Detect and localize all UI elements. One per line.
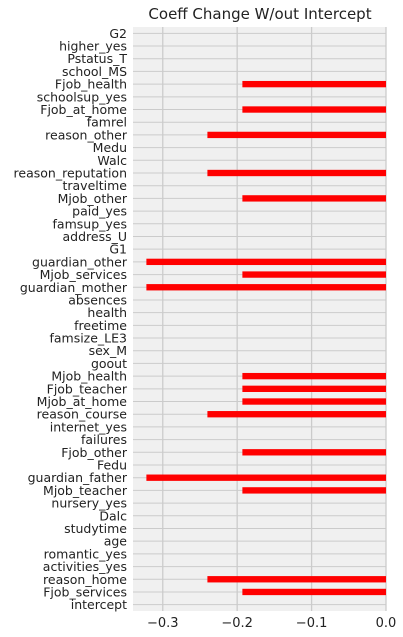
y-tick-label: sex_M [89, 343, 127, 358]
bar-Fjob_at_home [242, 106, 386, 113]
x-tick-label: −0.3 [147, 616, 179, 631]
y-tick-label: activities_yes [43, 559, 127, 574]
bar-reason_course [207, 411, 386, 418]
bar-Fjob_other [242, 449, 386, 456]
y-tick-label: Mjob_at_home [37, 394, 128, 409]
y-tick-label: absences [68, 292, 127, 307]
y-tick-label: freetime [74, 318, 127, 333]
x-tick-labels: −0.3 −0.2 −0.1 0.0 [147, 616, 396, 631]
y-tick-label: Dalc [99, 508, 127, 523]
y-tick-label: goout [91, 356, 127, 371]
y-tick-label: schoolsup_yes [37, 89, 127, 104]
y-tick-label: nursery_yes [51, 496, 127, 511]
y-tick-label: reason_course [37, 407, 128, 422]
y-tick-label: Fjob_services [43, 584, 127, 599]
y-tick-label: school_MS [62, 64, 127, 79]
y-tick-label: Fjob_teacher [47, 381, 128, 396]
y-tick-label: Fjob_other [61, 445, 128, 460]
y-tick-label: studytime [64, 521, 127, 536]
chart-title: Coeff Change W/out Intercept [148, 5, 371, 23]
bar-guardian_other [146, 258, 386, 266]
x-tick-label: −0.1 [296, 616, 328, 631]
bar-guardian_father [146, 474, 386, 481]
y-tick-label: Medu [93, 140, 127, 155]
y-tick-labels: G2higher_yesPstatus_Tschool_MSFjob_healt… [14, 26, 128, 612]
bar-Mjob_other [242, 195, 386, 202]
y-tick-label: G1 [109, 242, 127, 257]
y-tick-label: age [104, 534, 128, 549]
bar-reason_home [207, 576, 386, 583]
y-tick-label: Fjob_health [55, 77, 127, 92]
bar-reason_other [207, 131, 386, 139]
x-tick-label: −0.2 [221, 616, 253, 631]
bar-Fjob_teacher [242, 385, 386, 392]
y-tick-label: reason_reputation [14, 166, 127, 181]
y-tick-label: Mjob_other [58, 191, 128, 206]
y-tick-label: Fedu [97, 458, 127, 473]
y-tick-label: Fjob_at_home [40, 102, 127, 117]
y-tick-label: paid_yes [72, 204, 127, 219]
bars [146, 80, 386, 596]
y-tick-label: famsize_LE3 [49, 331, 127, 346]
y-tick-label: address_U [62, 229, 127, 244]
y-tick-label: guardian_mother [20, 280, 128, 295]
y-tick-label: higher_yes [59, 39, 127, 54]
y-tick-label: romantic_yes [44, 546, 127, 561]
y-tick-label: guardian_other [32, 254, 128, 269]
bar-Fjob_services [242, 588, 386, 596]
bar-Fjob_health [242, 80, 386, 88]
plot-area [133, 27, 386, 611]
y-tick-label: G2 [109, 26, 127, 41]
bar-Mjob_health [242, 372, 386, 380]
y-tick-label: intercept [71, 597, 127, 612]
y-tick-label: failures [81, 432, 127, 447]
y-tick-label: health [87, 305, 127, 320]
y-tick-label: Pstatus_T [67, 51, 127, 66]
y-tick-label: traveltime [62, 178, 127, 193]
y-tick-label: Mjob_services [40, 267, 127, 282]
x-tick-label: 0.0 [376, 616, 397, 631]
bar-Mjob_services [242, 271, 386, 278]
bar-Mjob_teacher [242, 487, 386, 494]
y-tick-label: reason_home [43, 572, 127, 587]
y-tick-label: reason_other [45, 127, 128, 142]
y-tick-label: internet_yes [50, 419, 127, 434]
y-tick-label: guardian_father [28, 470, 128, 485]
y-tick-label: Walc [97, 153, 127, 168]
bar-reason_reputation [207, 169, 386, 177]
y-tick-label: famsup_yes [53, 216, 127, 231]
bar-Mjob_at_home [242, 398, 386, 405]
y-tick-label: Mjob_teacher [43, 483, 128, 498]
bar-guardian_mother [146, 284, 386, 291]
y-tick-label: Mjob_health [51, 369, 127, 384]
y-tick-label: famrel [87, 115, 127, 130]
